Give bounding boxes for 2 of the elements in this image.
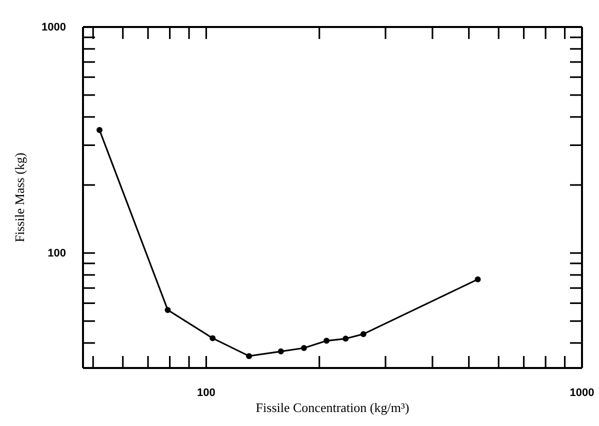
y-axis-title: Fissile Mass (kg): [12, 152, 27, 242]
x-axis-title: Fissile Concentration (kg/m³): [256, 400, 410, 415]
